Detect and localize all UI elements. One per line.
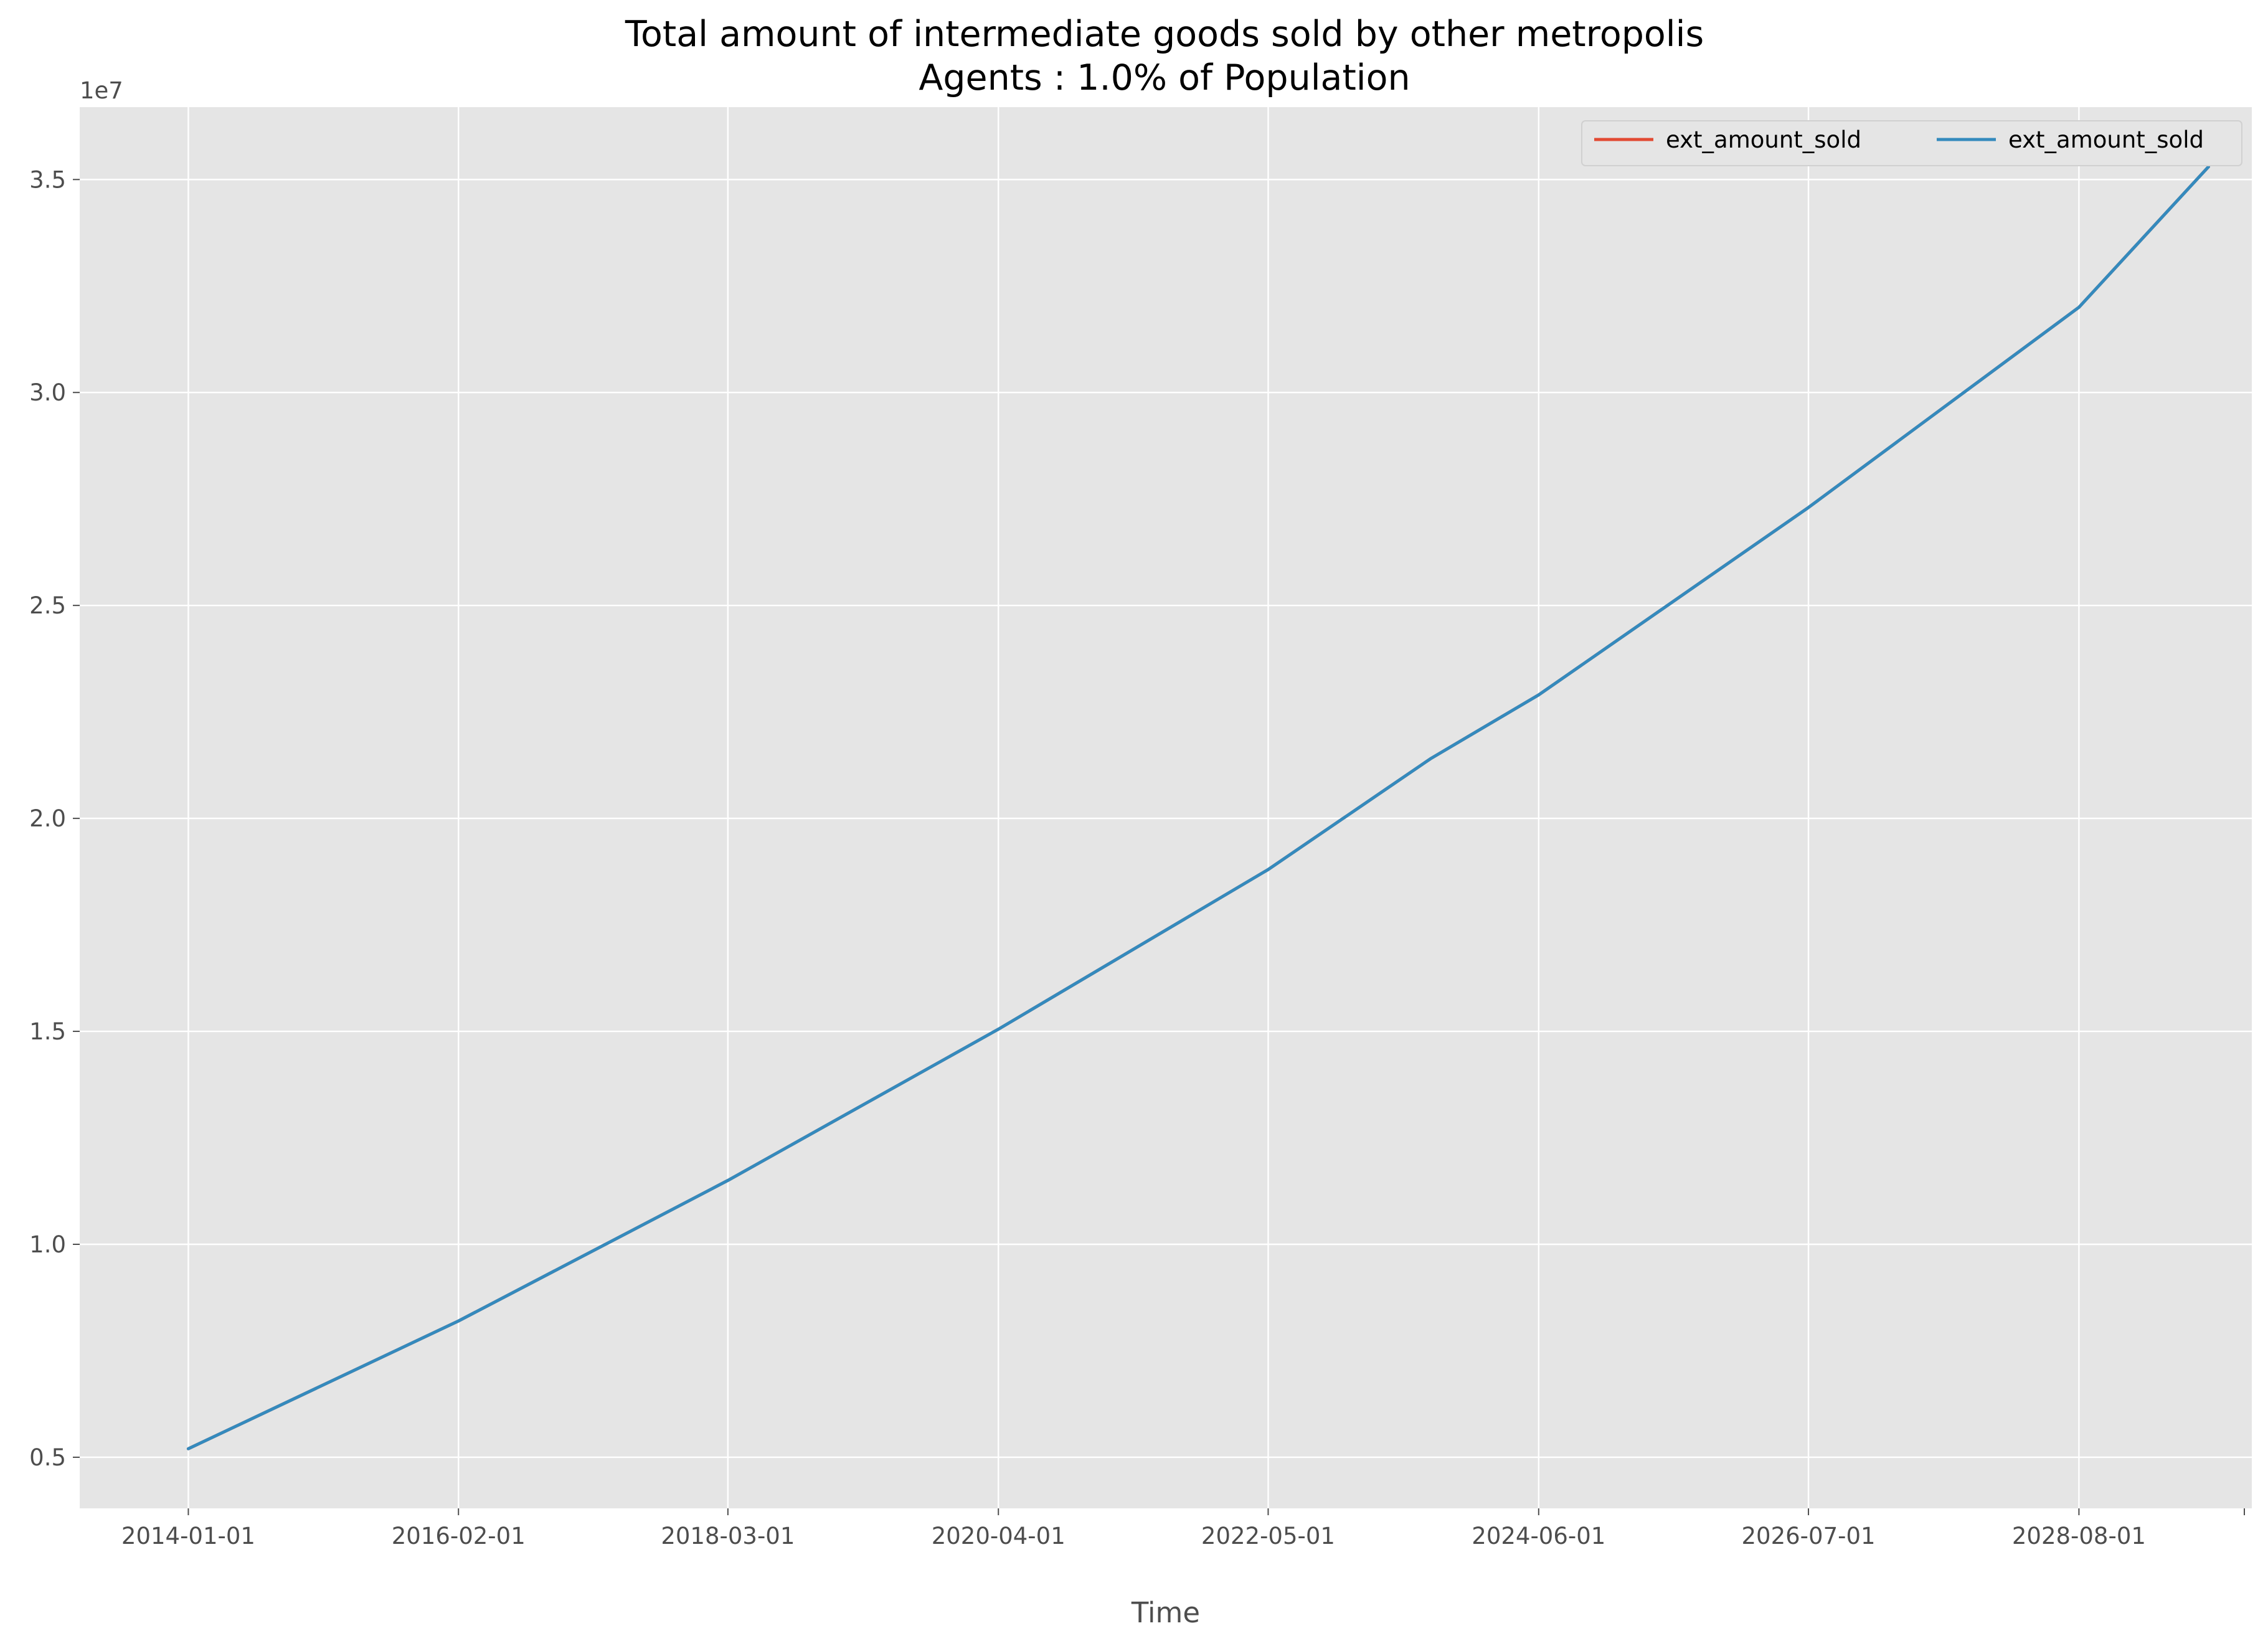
x-tick-label: 2026-07-01 xyxy=(1742,1523,1876,1549)
y-tick-label: 3.5 xyxy=(29,166,66,193)
x-gridlines xyxy=(187,107,2080,1508)
y-tick-label: 1.5 xyxy=(29,1018,66,1045)
y-axis-ticks: 0.5 1.0 1.5 2.0 2.5 3.0 3.5 xyxy=(29,166,80,1471)
plot-area xyxy=(80,107,2252,1508)
x-tick-label: 2022-05-01 xyxy=(1201,1523,1335,1549)
series-layer xyxy=(186,165,2210,1450)
x-axis-ticks: 2014-01-01 2016-02-01 2018-03-01 2020-04-01… xyxy=(121,1508,2245,1549)
legend-label-1: ext_amount_sold xyxy=(1666,126,1861,153)
y-axis-offset-label: 1e7 xyxy=(80,77,123,104)
x-tick-label: 2018-03-01 xyxy=(661,1523,795,1549)
y-tick-label: 3.0 xyxy=(29,379,66,406)
y-tick-label: 2.5 xyxy=(29,592,66,619)
legend-box xyxy=(1581,120,2242,166)
y-tick-label: 0.5 xyxy=(29,1444,66,1471)
x-tick-label: 2014-01-01 xyxy=(121,1523,255,1549)
y-tick-label: 2.0 xyxy=(29,805,66,832)
y-tick-label: 1.0 xyxy=(29,1231,66,1258)
chart-subtitle: Agents : 1.0% of Population xyxy=(919,57,1410,98)
x-tick-label: 2024-06-01 xyxy=(1472,1523,1605,1549)
x-tick-label: 2016-02-01 xyxy=(392,1523,526,1549)
legend: ext_amount_sold ext_amount_sold xyxy=(1581,120,2242,166)
series-line-2 xyxy=(186,165,2210,1450)
x-tick-label: 2028-08-01 xyxy=(2012,1523,2146,1549)
chart-title: Total amount of intermediate goods sold … xyxy=(625,14,1704,55)
y-gridlines xyxy=(80,179,2252,1459)
x-axis-label: Time xyxy=(1131,1596,1200,1629)
x-tick-label: 2020-04-01 xyxy=(932,1523,1065,1549)
legend-label-2: ext_amount_sold xyxy=(2008,126,2204,153)
